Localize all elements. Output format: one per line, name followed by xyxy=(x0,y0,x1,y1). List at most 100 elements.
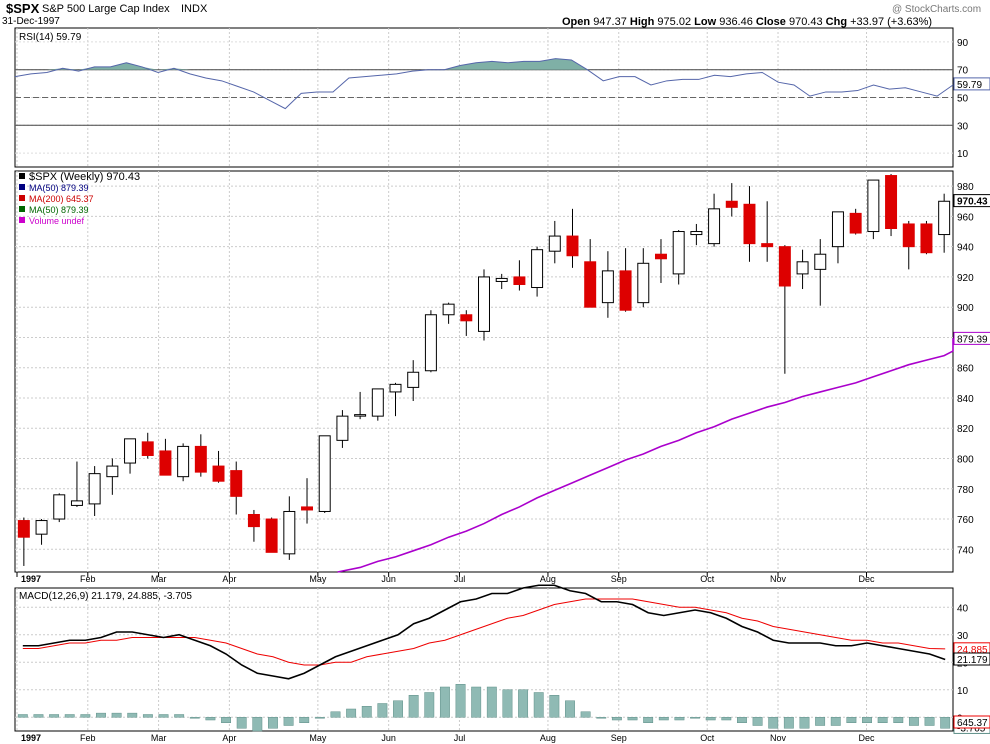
candle-body xyxy=(619,270,632,311)
macd-histogram-bar xyxy=(799,717,810,729)
candle-body xyxy=(124,438,137,464)
macd-histogram-bar xyxy=(174,714,185,718)
macd-histogram-bar xyxy=(64,714,75,718)
candle-body xyxy=(424,314,437,372)
macd-frame xyxy=(14,587,954,732)
macd-histogram-bar xyxy=(877,717,888,723)
macd-signal-line xyxy=(22,598,946,666)
candle-body xyxy=(177,445,190,478)
candle-body xyxy=(336,415,349,441)
index-name: S&P 500 Large Cap Index xyxy=(42,3,170,15)
macd-value-label: 24.885 xyxy=(957,645,988,656)
price-legend-swatch xyxy=(19,173,25,179)
macd-histogram-bar xyxy=(205,717,216,721)
candle-body xyxy=(265,518,278,553)
candle-body xyxy=(672,231,685,275)
rsi-last-value: 59.79 xyxy=(957,80,982,91)
price-tick-label: 900 xyxy=(957,303,974,314)
price-tick-label: 780 xyxy=(957,485,974,496)
candle-body xyxy=(442,303,455,316)
candle-body xyxy=(230,470,243,497)
macd-histogram-bar xyxy=(611,717,622,721)
month-label: Jun xyxy=(381,574,396,584)
month-label-bottom: Jun xyxy=(381,733,396,743)
month-label-bottom: Sep xyxy=(611,733,627,743)
macd-histogram-bar xyxy=(674,717,685,721)
macd-histogram-bar xyxy=(346,708,357,718)
macd-histogram-bar xyxy=(737,717,747,723)
price-legend-swatch xyxy=(19,217,25,223)
candle-body xyxy=(548,235,561,252)
macd-histogram-bar xyxy=(830,717,841,726)
candle-body xyxy=(247,513,260,528)
candle-body xyxy=(708,208,721,245)
ma200-value-box xyxy=(953,715,990,729)
price-tick-label: 940 xyxy=(957,243,974,254)
macd-histogram-bar xyxy=(690,717,700,719)
watermark: @ StockCharts.com xyxy=(892,4,982,15)
macd-legend-text: MACD(12,26,9) 21.179, 24.885, -3.705 xyxy=(19,591,192,602)
ohlc-summary: Open 947.37 High 975.02 Low 936.46 Close… xyxy=(562,16,932,28)
macd-legend: MACD(12,26,9) 21.179, 24.885, -3.705 xyxy=(19,591,192,602)
price-panel: 980960940920900880860840820800780760740$… xyxy=(14,170,990,573)
candle-body xyxy=(301,506,314,511)
candle-body xyxy=(159,450,172,476)
month-label-bottom: Dec xyxy=(859,733,876,743)
macd-histogram-bar xyxy=(455,684,466,718)
candle-body xyxy=(796,261,809,275)
high-label: High xyxy=(629,16,655,28)
candle-body xyxy=(53,494,66,520)
high-value: 975.02 xyxy=(657,16,692,28)
month-label: Aug xyxy=(540,574,556,584)
price-tick-label: 920 xyxy=(957,273,974,284)
candle-body xyxy=(389,383,402,393)
month-label-bottom: Aug xyxy=(540,733,556,743)
macd-histogram-bar xyxy=(705,717,716,721)
rsi-tick-label: 90 xyxy=(957,38,969,49)
candle-body xyxy=(531,249,544,289)
candle-body xyxy=(601,270,614,304)
candle-body xyxy=(354,414,367,417)
candle-body xyxy=(938,200,951,236)
candle-body xyxy=(920,223,933,254)
macd-histogram-bar xyxy=(924,717,935,726)
macd-histogram-bar xyxy=(439,686,450,718)
candle-body xyxy=(637,262,650,304)
candle-body xyxy=(460,314,473,322)
last-close-box xyxy=(953,194,990,208)
month-label: Mar xyxy=(151,574,167,584)
price-legend-entry: MA(50) 879.39 xyxy=(29,205,89,215)
macd-histogram-bar xyxy=(533,692,544,718)
candle-body xyxy=(885,175,898,230)
candle-body xyxy=(761,243,774,248)
price-legend-swatch xyxy=(19,184,25,190)
month-label: Jul xyxy=(454,574,466,584)
candle-body xyxy=(106,465,119,478)
macd-histogram-bar xyxy=(236,717,247,729)
macd-histogram-bar xyxy=(580,711,591,718)
price-legend-entry: MA(200) 645.37 xyxy=(29,194,94,204)
macd-histogram-bar xyxy=(158,714,169,718)
price-legend-entry: MA(50) 879.39 xyxy=(29,183,89,193)
rsi-panel: 90 70 50 30 10 RSI(14) 59.79 59.79 xyxy=(14,27,990,168)
macd-histogram-bar xyxy=(127,712,138,718)
candle-body xyxy=(831,211,844,248)
candle-body xyxy=(654,253,667,260)
macd-histogram-bar xyxy=(471,686,482,718)
candle-body xyxy=(141,441,154,456)
macd-histogram-bar xyxy=(189,717,200,719)
rsi-tick-label: 70 xyxy=(957,66,969,77)
close-label: Close xyxy=(755,16,786,28)
low-label: Low xyxy=(694,16,717,28)
price-tick-label: 840 xyxy=(957,394,974,405)
macd-value-label: 21.179 xyxy=(957,655,988,666)
rsi-overbought-area xyxy=(15,58,953,70)
macd-histogram-bar xyxy=(752,717,763,726)
macd-histogram-bar xyxy=(393,700,403,718)
macd-histogram-bar xyxy=(565,700,575,718)
macd-value-box xyxy=(953,652,990,666)
macd-histogram-bar xyxy=(221,717,231,723)
month-axis: 1997 1997 Feb Feb Mar Mar Apr Apr May May Jun Jun Ju… xyxy=(16,572,876,743)
month-label: Feb xyxy=(80,574,96,584)
macd-histogram-bar xyxy=(721,717,732,721)
